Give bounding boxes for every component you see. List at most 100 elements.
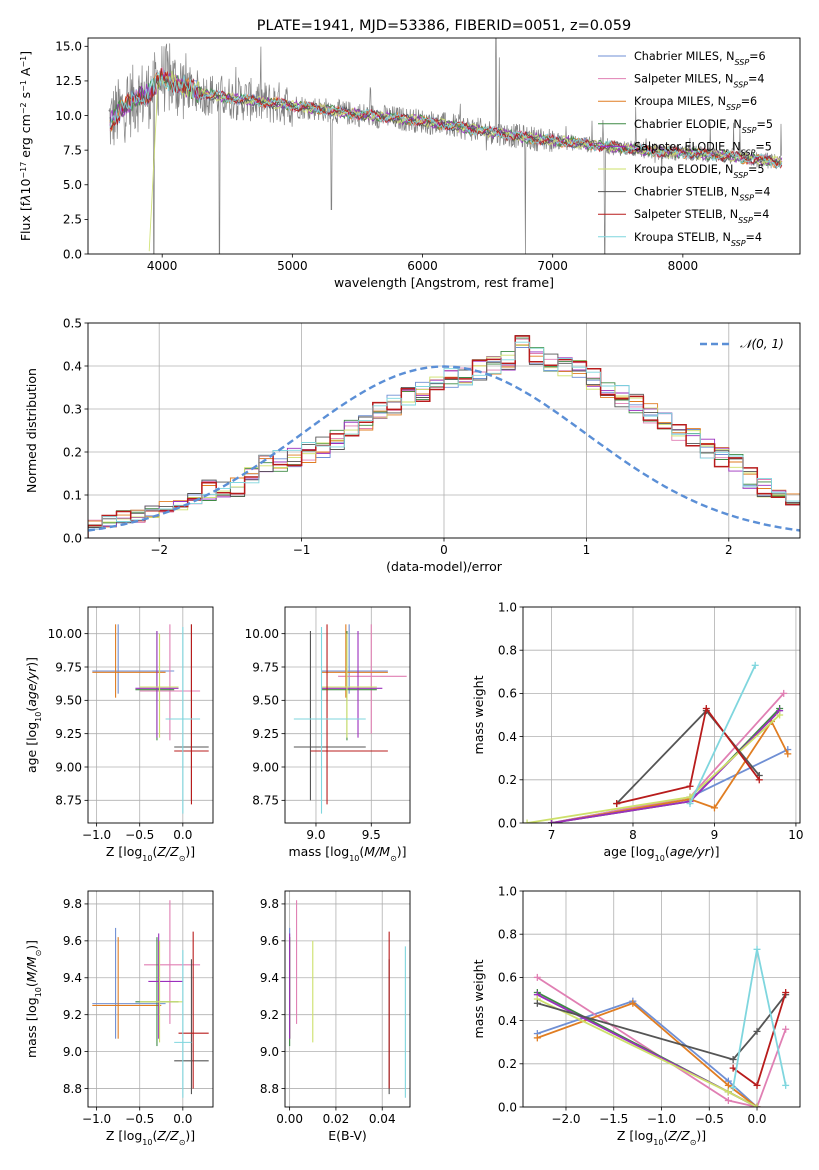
series-kroupa-miles xyxy=(533,999,761,1107)
series-kroupa-stelib xyxy=(729,945,790,1092)
ticks: −1.0 −0.5 0.0 8.8 9.0 9.2 9.4 9.6 9.8 xyxy=(63,897,192,1126)
y-tick-label: 10.0 xyxy=(55,109,82,123)
y-tick-label: 9.4 xyxy=(63,971,82,985)
y-tick-label: 15.0 xyxy=(55,40,82,54)
plot-frame xyxy=(522,890,801,1108)
series-line xyxy=(551,748,789,823)
errorbar-point-salpeter-elodie xyxy=(148,933,183,1039)
y-tick-label: 0.0 xyxy=(498,1100,517,1114)
y-tick-label: 9.0 xyxy=(63,1045,82,1059)
y-tick-label: 9.50 xyxy=(252,694,279,708)
series-marker xyxy=(782,989,790,997)
y-tick-label: 0.6 xyxy=(498,971,517,985)
y-tick-label: 0.4 xyxy=(498,730,517,744)
x-tick-label: 6000 xyxy=(407,259,438,273)
legend-label-chabrier-elodie: Chabrier ELODIE, NSSP=5 xyxy=(634,118,773,135)
x-tick-label: 7 xyxy=(548,828,556,842)
y-tick-label: 0.5 xyxy=(63,316,82,330)
errorbar-point-chabrier-stelib xyxy=(293,631,366,801)
errorbar-point-salpeter-stelib xyxy=(174,624,209,805)
histogram-step-salpeter-stelib xyxy=(88,335,800,538)
plot-frame xyxy=(284,606,411,824)
legend: Chabrier MILES, NSSP=6 Salpeter MILES, NS… xyxy=(598,50,773,247)
errorbar-point-kroupa-elodie xyxy=(139,940,183,1043)
series-marker xyxy=(782,1081,790,1089)
histogram-step-kroupa-elodie xyxy=(88,345,800,538)
errorbar-point-salpeter-stelib xyxy=(310,624,388,805)
y-axis-label: Flux [fλ10−17 erg cm−2 s−1 A−1] xyxy=(18,51,33,241)
residual-histogram-panel: −2 −1 0 1 2 0.0 0.1 0.2 0.3 0.4 0.5 (data-model)/er… xyxy=(24,316,801,574)
x-tick-label: 0.04 xyxy=(369,1112,396,1126)
y-tick-label: 9.00 xyxy=(55,760,82,774)
x-tick-label: 0.0 xyxy=(173,828,192,842)
plot-frame xyxy=(87,322,801,539)
legend-label-chabrier-stelib: Chabrier STELIB, NSSP=4 xyxy=(634,186,771,203)
errorbar-point-salpeter-miles xyxy=(139,624,201,741)
y-tick-label: 8.75 xyxy=(55,794,82,808)
weight-vs-age-panel: 7 8 9 10 0.0 0.2 0.4 0.6 0.8 1.0 age [log10(age/yr… xyxy=(471,600,804,862)
series-line xyxy=(616,709,760,805)
x-axis-label: age [log10(age/yr)] xyxy=(603,844,719,863)
y-tick-label: 0.0 xyxy=(63,247,82,261)
errorbar-point-salpeter-miles xyxy=(338,624,407,734)
x-tick-label: 9.5 xyxy=(362,828,381,842)
series-marker xyxy=(710,804,718,812)
x-tick-label: −2.0 xyxy=(551,1112,580,1126)
ticks: 0.00 0.02 0.04 8.8 9.0 9.2 9.4 9.6 9.8 xyxy=(260,897,396,1126)
series-marker xyxy=(523,819,531,823)
grid xyxy=(88,891,213,1107)
series-marker xyxy=(724,1097,732,1105)
histogram-step-kroupa-miles xyxy=(88,344,800,538)
errorbar-point-kroupa-miles xyxy=(92,624,166,698)
y-tick-label: 0.2 xyxy=(63,445,82,459)
y-tick-label: 0.0 xyxy=(498,816,517,830)
errorbar-point-kroupa-miles xyxy=(92,937,162,1039)
series-marker xyxy=(533,973,541,981)
series-line xyxy=(551,710,781,823)
x-tick-label: 8000 xyxy=(668,259,699,273)
y-tick-label: 7.5 xyxy=(63,143,82,157)
y-tick-label: 8.8 xyxy=(260,1082,279,1096)
plot-area xyxy=(289,900,406,1098)
errorbar-point-salpeter-elodie xyxy=(135,631,179,738)
y-tick-label: 10.00 xyxy=(48,627,82,641)
legend-label-salpeter-elodie: Salpeter ELODIE, NSSP=5 xyxy=(634,140,772,157)
y-tick-label: 0.4 xyxy=(498,1014,517,1028)
age-vs-mass-panel: 9.0 9.5 8.75 9.00 9.25 9.50 9.75 10.00 mass [log… xyxy=(245,606,411,863)
y-tick-label: 0.3 xyxy=(63,402,82,416)
weight-vs-metallicity-panel: −2.0 −1.5 −1.0 −0.5 0.0 0.0 0.2 0.4 0.6 0.8 1.0 Z [… xyxy=(471,884,801,1147)
x-tick-label: 0.0 xyxy=(747,1112,766,1126)
series-salpeter-stelib xyxy=(729,989,790,1089)
series-marker xyxy=(686,782,694,790)
series-marker xyxy=(724,1081,732,1089)
plot-frame xyxy=(87,606,214,824)
x-tick-label: −1.5 xyxy=(599,1112,628,1126)
series-marker xyxy=(753,1103,761,1107)
y-tick-label: 0.8 xyxy=(498,644,517,658)
plot-frame xyxy=(87,37,801,255)
errorbar-point-kroupa-stelib xyxy=(293,627,366,814)
x-tick-label: 0.00 xyxy=(276,1112,303,1126)
y-tick-label: 1.0 xyxy=(498,600,517,614)
x-axis-label: Z [log10(Z/Z⊙)] xyxy=(617,1128,706,1147)
x-tick-label: 8 xyxy=(629,828,637,842)
series-marker xyxy=(729,1064,737,1072)
y-tick-label: 9.00 xyxy=(252,760,279,774)
errorbar-point-kroupa-stelib xyxy=(174,950,192,1098)
y-tick-label: 9.4 xyxy=(260,971,279,985)
grid xyxy=(523,890,800,1108)
plot-frame xyxy=(87,890,214,1108)
series-line xyxy=(616,706,761,805)
legend-label-salpeter-stelib: Salpeter STELIB, NSSP=4 xyxy=(634,208,769,225)
x-tick-label: 0 xyxy=(440,543,448,557)
x-tick-label: −1 xyxy=(293,543,311,557)
errorbar-point-chabrier-elodie xyxy=(135,937,179,1047)
series-chabrier-stelib xyxy=(613,707,763,808)
y-tick-label: 9.25 xyxy=(252,727,279,741)
y-tick-label: 9.2 xyxy=(63,1008,82,1022)
y-tick-label: 0.6 xyxy=(498,687,517,701)
y-tick-label: 2.5 xyxy=(63,213,82,227)
x-tick-label: −1.0 xyxy=(647,1112,676,1126)
errorbar-point-chabrier-miles xyxy=(92,927,166,1039)
